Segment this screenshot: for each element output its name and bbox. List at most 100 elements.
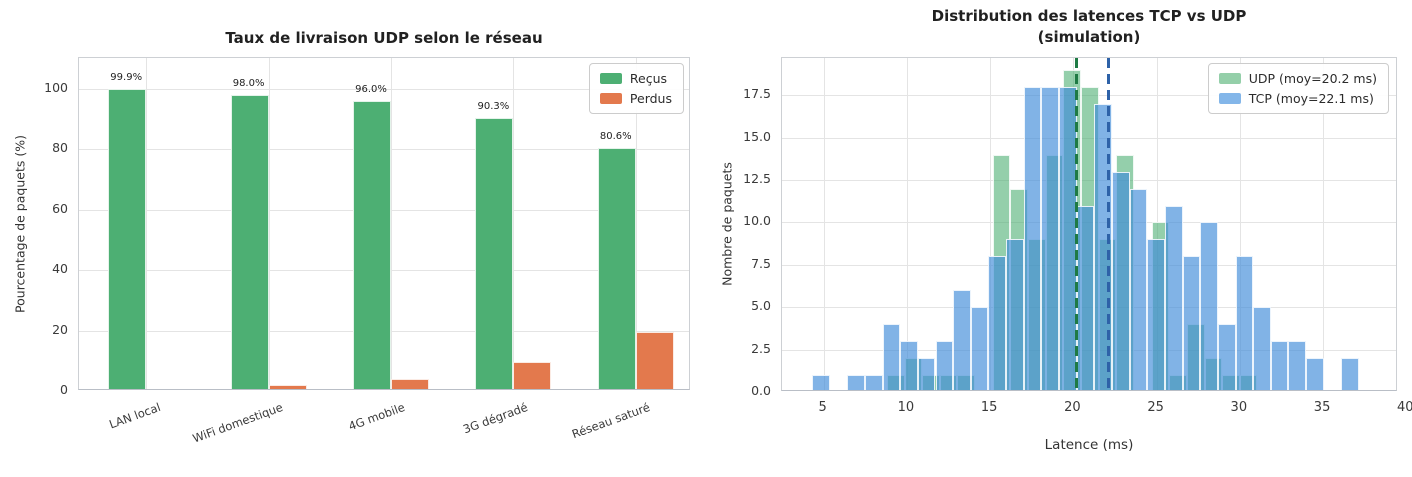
histogram-bar-tcp-7 [935,341,954,390]
bar-value-label: 90.3% [477,101,510,113]
x-category-label: LAN local [106,400,162,432]
histogram-bar-tcp-6 [917,358,936,390]
y-tick-label: 12.5 [743,171,771,187]
histogram-bar-tcp-22 [1200,222,1218,390]
x-category-label: 3G dégradé [460,400,530,437]
y-tick-label: 2.5 [751,340,771,356]
y-tick-label: 40 [52,261,68,277]
bar-recus-1 [230,95,269,389]
histogram-bar-tcp-15 [1076,205,1095,390]
bar-value-label: 98.0% [232,78,265,90]
legend-label-recus: Reçus [629,71,668,86]
left-y-axis-label: Pourcentage de paquets (%) [12,135,28,313]
tcp-mean-line [1106,58,1110,390]
histogram-bar-tcp-27 [1288,341,1307,390]
x-category-label: 4G mobile [346,400,407,434]
histogram-bar-tcp-2 [847,375,865,390]
y-tick-label: 20 [52,321,68,337]
legend-label-udp: UDP (moy=20.2 ms) [1248,71,1377,86]
histogram-bar-tcp-9 [970,307,989,390]
histogram-bar-tcp-3 [864,375,883,390]
legend-label-perdus: Perdus [629,91,672,106]
y-tick-label: 100 [44,80,68,96]
y-tick-label: 0.0 [751,383,771,398]
histogram-bar-tcp-26 [1270,341,1289,390]
right-chart-title-line2: (simulation) [1037,28,1141,46]
gridline-x-1 [268,58,270,389]
gridline-x-0 [146,58,148,389]
gridline-x-10 [906,58,908,390]
x-category-label: Réseau saturé [569,400,652,442]
bar-perdus-2 [391,378,429,389]
udp-swatch-icon [1218,73,1241,84]
bar-value-label: 80.6% [599,130,632,142]
gridline-x-15 [990,58,992,390]
y-tick-label: 7.5 [751,255,771,271]
bar-perdus-3 [513,361,552,389]
histogram-bar-tcp-13 [1041,86,1060,390]
left-legend: Reçus Perdus [588,63,684,114]
histogram-bar-tcp-21 [1182,256,1201,390]
x-category-label: WiFi domestique [190,400,285,446]
y-tick-label: 60 [52,200,68,216]
histogram-bar-tcp-18 [1129,188,1148,390]
y-tick-label: 15.0 [743,128,771,144]
x-tick-label: 25 [1147,400,1164,415]
x-tick-label: 40 [1397,400,1412,415]
bar-perdus-1 [268,384,307,389]
gridline-x-5 [823,58,825,390]
legend-item-recus: Reçus [599,71,672,86]
left-chart-title: Taux de livraison UDP selon le réseau [225,29,543,47]
gridline-y-100 [79,89,689,91]
x-tick-label: 20 [1064,400,1081,415]
tcp-swatch-icon [1218,93,1241,104]
legend-label-tcp: TCP (moy=22.1 ms) [1248,91,1374,106]
right-chart-title-line1: Distribution des latences TCP vs UDP [931,7,1247,25]
bar-value-label: 99.9% [110,72,143,84]
histogram-bar-tcp-4 [882,324,901,390]
right-chart-title: Distribution des latences TCP vs UDP (si… [781,6,1397,48]
x-tick-label: 35 [1313,400,1331,415]
x-tick-label: 5 [818,400,827,415]
gridline-x-30 [1239,58,1241,390]
right-x-axis-label: Latence (ms) [1044,437,1134,453]
left-axes [78,57,690,390]
gridline-x-2 [391,58,392,389]
histogram-bar-tcp-0 [811,375,830,390]
right-legend: UDP (moy=20.2 ms) TCP (moy=22.1 ms) [1207,63,1389,114]
bar-perdus-4 [635,332,674,389]
gridline-x-3 [513,58,515,389]
x-tick-label: 30 [1230,400,1248,415]
perdus-swatch-icon [599,93,622,104]
bar-recus-4 [597,147,636,389]
y-tick-label: 5.0 [751,298,771,314]
bar-recus-3 [475,118,514,389]
histogram-bar-tcp-12 [1023,86,1042,390]
legend-item-perdus: Perdus [599,91,672,106]
gridline-x-35 [1323,58,1325,390]
bar-value-label: 96.0% [355,84,387,96]
udp-mean-line [1075,58,1079,390]
recus-swatch-icon [599,73,622,84]
y-tick-label: 0 [60,382,68,397]
histogram-bar-tcp-24 [1235,256,1254,390]
y-tick-label: 10.0 [743,213,771,229]
x-tick-label: 10 [897,400,915,415]
histogram-bar-tcp-25 [1253,307,1271,390]
histogram-bar-tcp-11 [1006,239,1024,390]
histogram-bar-tcp-28 [1306,358,1324,390]
y-tick-label: 80 [52,140,68,156]
histogram-bar-tcp-14 [1059,86,1077,390]
right-axes [781,57,1397,391]
histogram-bar-tcp-5 [900,341,918,390]
histogram-bar-tcp-8 [953,290,971,390]
bar-recus-0 [108,89,147,389]
legend-item-tcp: TCP (moy=22.1 ms) [1218,91,1377,106]
x-tick-label: 15 [980,400,998,415]
histogram-bar-tcp-23 [1217,324,1236,390]
y-tick-label: 17.5 [743,86,771,102]
histogram-bar-tcp-10 [988,256,1007,390]
bar-recus-2 [353,101,391,389]
legend-item-udp: UDP (moy=20.2 ms) [1218,71,1377,86]
